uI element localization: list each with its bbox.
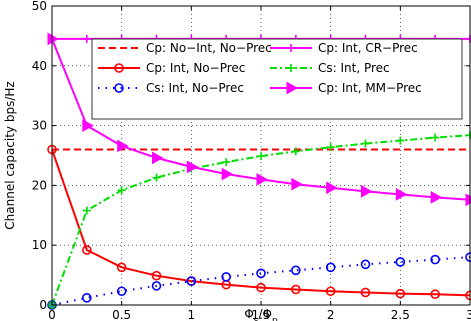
series-4: [48, 131, 471, 309]
x-axis-label: Φs/Φp: [244, 307, 278, 321]
y-tick-label: 0: [39, 298, 47, 312]
data-point: [430, 289, 440, 300]
legend-item: Cs: Int, Prec: [270, 61, 390, 75]
data-point: [116, 262, 127, 273]
legend-label: Cs: Int, No−Prec: [146, 81, 244, 95]
data-point: [326, 143, 335, 152]
data-point: [430, 191, 443, 204]
data-point: [82, 119, 94, 132]
data-point: [361, 185, 373, 198]
data-point: [291, 265, 301, 276]
legend-item: Cs: Int, No−Prec: [98, 81, 244, 95]
data-point: [186, 160, 199, 174]
data-point: [221, 167, 234, 181]
y-tick-label: 20: [32, 178, 47, 192]
data-point: [395, 257, 406, 267]
legend-item: Cp: Int, MM−Prec: [270, 81, 422, 95]
data-point: [152, 173, 161, 182]
data-point: [117, 186, 126, 195]
data-point: [291, 177, 303, 191]
legend-item: Cp: Int, No−Prec: [98, 61, 245, 75]
legend-box: [91, 38, 463, 120]
data-point: [326, 181, 338, 195]
legend-item: Cp: No−Int, No−Prec: [98, 41, 272, 55]
data-point: [82, 245, 92, 255]
legend-marker: [114, 63, 124, 73]
data-point: [325, 286, 336, 297]
legend-marker: [287, 64, 295, 72]
y-tick-label: 30: [32, 119, 47, 133]
x-axis-label-sep: /: [258, 307, 263, 321]
data-point: [151, 281, 162, 291]
data-point: [186, 276, 197, 286]
data-point: [116, 286, 127, 297]
data-point: [395, 188, 408, 201]
data-point: [291, 284, 301, 295]
data-point: [291, 147, 300, 156]
x-tick-label: 1.5: [251, 308, 270, 321]
legend-marker: [286, 81, 299, 95]
legend-label: Cp: Int, No−Prec: [146, 61, 245, 75]
y-axis-label: Channel capacity bps/Hz: [3, 81, 17, 229]
data-point: [257, 152, 265, 161]
x-tick-label: 0.5: [112, 308, 131, 321]
data-point: [117, 139, 129, 153]
data-point: [256, 268, 266, 279]
data-point: [82, 206, 91, 215]
series-line: [51, 134, 471, 306]
legend-marker: [287, 44, 295, 52]
x-tick-label: 0: [48, 308, 56, 321]
data-point: [325, 262, 336, 273]
y-tick-label: 40: [32, 59, 47, 73]
x-axis-label-sub2: p: [272, 316, 278, 321]
x-tick-label: 2: [327, 308, 335, 321]
data-point: [431, 133, 440, 142]
legend-label: Cs: Int, Prec: [318, 61, 390, 75]
series-line: [51, 149, 471, 297]
x-tick-label: 3: [466, 308, 471, 321]
legend-label: Cp: Int, MM−Prec: [318, 81, 422, 95]
data-point: [151, 270, 162, 281]
data-point: [152, 151, 164, 165]
y-tick-label: 10: [32, 238, 47, 252]
x-tick-label: 1: [188, 308, 196, 321]
series-6: [47, 32, 471, 207]
data-point: [396, 136, 405, 145]
x-axis-label-base: Φ: [244, 307, 253, 321]
data-point: [222, 158, 231, 167]
data-point: [47, 32, 60, 46]
data-point: [256, 173, 269, 186]
data-point: [361, 139, 370, 148]
data-point: [360, 259, 371, 270]
x-axis-label-base2: Φ: [263, 307, 272, 321]
legend-label: Cp: Int, CR−Prec: [318, 41, 418, 55]
data-point: [221, 272, 231, 282]
legend-label: Cp: No−Int, No−Prec: [146, 41, 272, 55]
data-point: [82, 293, 92, 303]
data-point: [360, 287, 371, 298]
data-point: [430, 254, 440, 265]
legend-marker: [114, 83, 124, 93]
data-point: [82, 34, 91, 43]
y-tick-label: 50: [32, 0, 47, 13]
data-point: [395, 288, 406, 299]
series-3: [47, 144, 471, 301]
x-axis-label-sub1: s: [254, 316, 259, 321]
legend: Cp: No−Int, No−Prec Cp: Int, CR−Prec Cp: I…: [91, 38, 463, 120]
data-point: [256, 282, 266, 293]
legend-item: Cp: Int, CR−Prec: [270, 41, 418, 55]
x-tick-label: 2.5: [391, 308, 410, 321]
